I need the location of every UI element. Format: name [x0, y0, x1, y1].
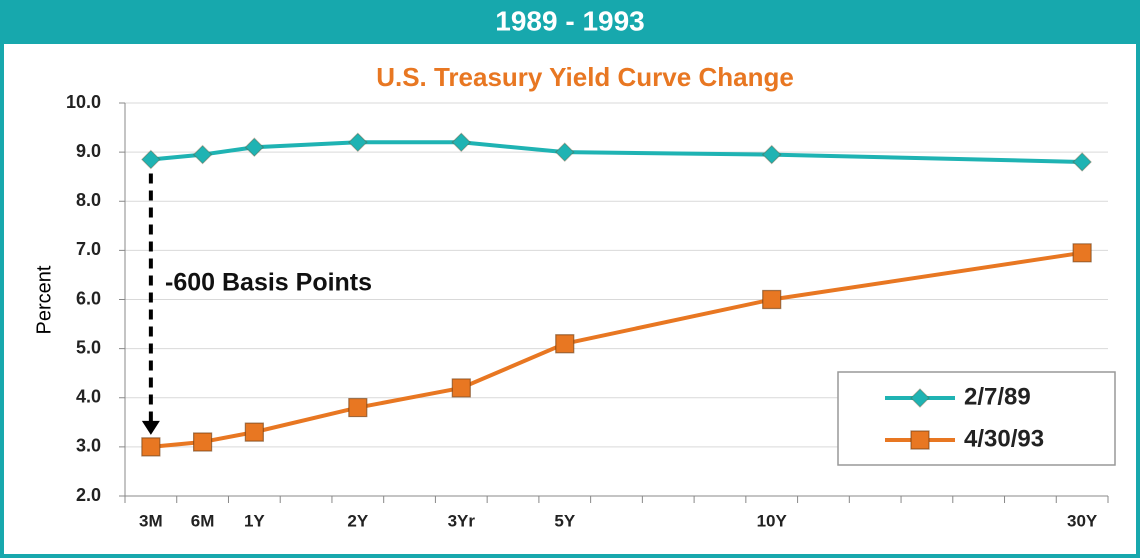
y-tick-label: 7.0 — [76, 239, 101, 259]
x-tick-label: 3Yr — [448, 511, 476, 530]
marker — [244, 137, 265, 158]
marker — [451, 132, 472, 153]
marker — [193, 432, 213, 452]
marker — [762, 289, 782, 310]
y-tick-label: 6.0 — [76, 288, 101, 308]
marker — [1072, 152, 1092, 172]
y-tick-label: 5.0 — [76, 337, 101, 357]
header-band — [0, 0, 1140, 44]
marker — [554, 142, 575, 162]
marker — [348, 397, 368, 418]
x-tick-label: 1Y — [244, 511, 265, 530]
y-tick-label: 2.0 — [76, 485, 101, 505]
y-tick-label: 8.0 — [76, 190, 101, 210]
marker — [347, 132, 368, 153]
y-axis-label: Percent — [33, 265, 55, 334]
y-tick-label: 10.0 — [66, 92, 101, 112]
annotation: -600 Basis Points — [165, 269, 372, 297]
annotation-arrowhead — [141, 420, 160, 435]
series-line — [150, 140, 1083, 164]
x-tick-label: 6M — [191, 511, 215, 530]
y-tick-label: 3.0 — [76, 436, 101, 456]
marker — [761, 144, 782, 165]
x-tick-label: 30Y — [1067, 511, 1098, 530]
marker — [192, 144, 213, 165]
x-tick-label: 2Y — [347, 511, 368, 530]
y-tick-label: 4.0 — [76, 387, 101, 407]
legend-label: 4/30/93 — [964, 425, 1044, 452]
legend-marker — [910, 388, 930, 408]
header-title: 1989 - 1993 — [495, 5, 644, 36]
y-tick-label: 9.0 — [76, 141, 101, 161]
marker — [1072, 243, 1092, 263]
marker — [555, 334, 575, 354]
legend-marker — [910, 430, 930, 450]
marker — [244, 422, 264, 442]
marker — [451, 378, 471, 398]
x-tick-label: 3M — [139, 511, 163, 530]
legend-label: 2/7/89 — [964, 383, 1031, 410]
x-tick-label: 10Y — [757, 511, 788, 530]
legend-box — [837, 371, 1116, 466]
x-tick-label: 5Y — [554, 511, 575, 530]
marker — [141, 149, 161, 170]
chart-title: U.S. Treasury Yield Curve Change — [376, 62, 794, 92]
marker — [141, 437, 161, 457]
